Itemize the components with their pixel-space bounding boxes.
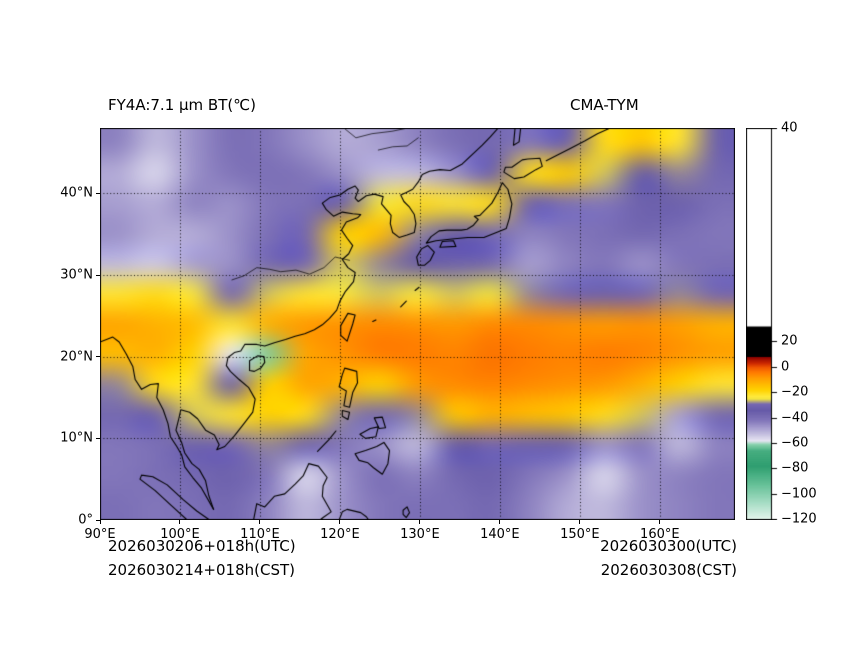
x-tick-label: 120°E [320,527,360,542]
y-tick-label: 30°N [60,267,93,283]
colorbar-tick-label: 20 [781,333,798,349]
colorbar-tick-label: −20 [781,384,809,400]
chart-title: FY4A:7.1 μm BT(℃) [108,96,256,114]
x-tick-label: 90°E [84,527,116,542]
model-label: CMA-TYM [570,96,639,114]
colorbar-tick-label: 40 [781,120,798,136]
axis-tick [96,274,100,276]
x-tick-label: 130°E [400,527,440,542]
valid-time-utc: 2026030300(UTC) [600,537,737,555]
map-canvas [100,128,735,520]
y-tick-label: 10°N [60,430,93,446]
axis-tick [179,520,181,524]
colorbar-tick-label: 0 [781,359,790,375]
x-tick-label: 140°E [480,527,520,542]
axis-tick [96,192,100,194]
axis-tick [259,520,261,524]
init-time-utc: 2026030206+018h(UTC) [108,537,296,555]
colorbar-tick-label: −120 [781,511,817,527]
valid-time-cst: 2026030308(CST) [600,561,737,579]
axis-tick [96,437,100,439]
x-tick-label: 150°E [560,527,600,542]
y-tick-label: 0° [78,512,93,528]
axis-tick [579,520,581,524]
y-tick-label: 40°N [60,185,93,201]
x-tick-label: 100°E [160,527,200,542]
axis-tick [99,520,101,524]
x-tick-label: 110°E [240,527,280,542]
axis-tick [339,520,341,524]
colorbar-canvas [746,128,780,520]
axis-tick [659,520,661,524]
colorbar-tick-label: −60 [781,435,809,451]
init-time-cst: 2026030214+018h(CST) [108,561,296,579]
axis-tick [96,356,100,358]
x-tick-label: 160°E [640,527,680,542]
axis-tick [96,519,100,521]
y-tick-label: 20°N [60,349,93,365]
colorbar-tick-label: −100 [781,486,817,502]
axis-tick [419,520,421,524]
colorbar-tick-label: −40 [781,410,809,426]
colorbar-tick-label: −80 [781,460,809,476]
axis-tick [499,520,501,524]
